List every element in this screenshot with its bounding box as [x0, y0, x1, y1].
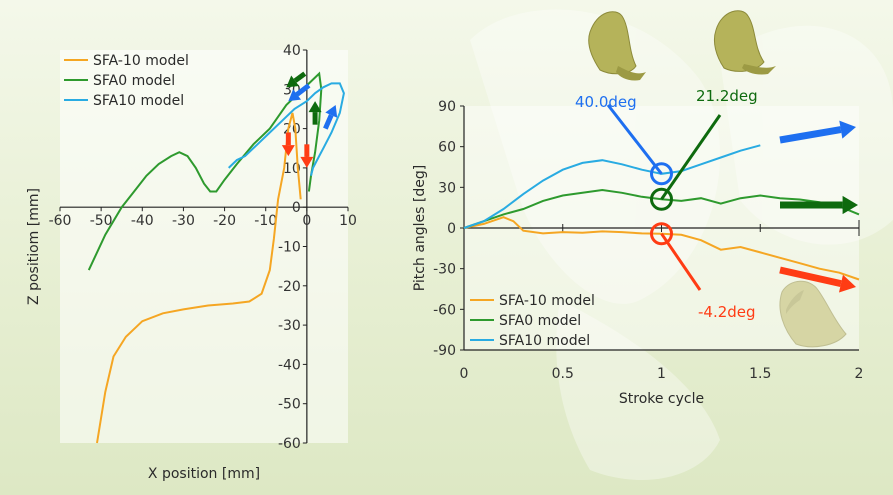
- x-tick-label: 2: [855, 366, 864, 382]
- x-axis-title: X position [mm]: [148, 466, 260, 482]
- y-tick-label: 90: [438, 99, 456, 115]
- annotation-label: 40.0deg: [575, 93, 637, 111]
- y-tick-label: -30: [278, 318, 301, 334]
- x-tick-label: 0.5: [552, 366, 574, 382]
- legend-label: SFA10 model: [499, 333, 590, 349]
- y-tick-label: 10: [283, 161, 301, 177]
- arrow-shaft: [779, 126, 842, 144]
- annotation-leader: [660, 114, 722, 201]
- wing-icon-1: [588, 11, 646, 81]
- arrow-head: [308, 101, 322, 113]
- y-tick-label: -90: [433, 343, 456, 359]
- x-tick-label: -30: [172, 213, 195, 229]
- x-tick-label: -40: [131, 213, 154, 229]
- series-line: [87, 71, 323, 271]
- legend: SFA-10 model SFA0 model SFA10 model: [64, 53, 189, 109]
- y-tick-label: 0: [447, 221, 456, 237]
- x-tick-label: -20: [213, 213, 236, 229]
- direction-arrow: [288, 83, 311, 102]
- series-line: [96, 112, 302, 444]
- annotation-label: -4.2deg: [698, 303, 756, 321]
- series-line: [463, 144, 761, 229]
- wing-icon-2: [713, 10, 776, 75]
- annotation-leader: [606, 104, 663, 175]
- y-tick-label: 30: [438, 180, 456, 196]
- series-line: [228, 82, 345, 177]
- y-tick-label: -60: [433, 302, 456, 318]
- arrow-head: [839, 120, 856, 139]
- arrow-shaft: [323, 114, 334, 130]
- series-line: [463, 188, 860, 229]
- y-tick-label: 0: [292, 200, 301, 216]
- trend-arrow-blue: [779, 120, 856, 144]
- x-axis-title: Stroke cycle: [619, 391, 704, 407]
- x-tick-label: -60: [49, 213, 72, 229]
- y-tick-label: -30: [433, 262, 456, 278]
- x-tick-label: 0: [302, 213, 311, 229]
- direction-arrow: [286, 71, 307, 88]
- y-axis-title: Z positiom [mm]: [26, 188, 42, 305]
- annotation-circle: [650, 222, 673, 246]
- annotation: 40.0deg: [575, 93, 673, 186]
- x-tick-label: 1.5: [749, 366, 771, 382]
- arrow-head: [288, 89, 302, 102]
- trend-arrow-red: [779, 266, 856, 293]
- arrow-head: [300, 156, 314, 168]
- direction-arrow: [300, 144, 314, 168]
- legend-label: SFA0 model: [499, 313, 581, 329]
- arrow-head: [325, 105, 338, 118]
- legend-label: SFA-10 model: [93, 53, 189, 69]
- legend: SFA-10 model SFA0 model SFA10 model: [470, 293, 595, 349]
- y-tick-label: 40: [283, 43, 301, 59]
- legend-label: SFA10 model: [93, 93, 184, 109]
- wing-icon-3: [779, 280, 847, 348]
- annotation-circle: [650, 162, 673, 186]
- direction-arrow: [281, 132, 295, 157]
- legend-label: SFA-10 model: [499, 293, 595, 309]
- arrow-head: [281, 145, 295, 157]
- background-watermark: [470, 9, 893, 480]
- annotation-label: 21.2deg: [696, 87, 758, 105]
- arrow-head: [842, 195, 858, 215]
- arrow-shaft: [295, 83, 311, 97]
- trajectory-chart: -60 -50 -40 -30 -20 -10 0 10-60-50-40-30-20-100…: [26, 43, 357, 482]
- y-tick-label: -20: [278, 279, 301, 295]
- y-tick-label: -40: [278, 357, 301, 373]
- trend-arrow-green: [780, 195, 858, 215]
- x-tick-label: -50: [90, 213, 113, 229]
- x-tick-label: 10: [339, 213, 357, 229]
- y-tick-label: -50: [278, 397, 301, 413]
- arrow-head: [838, 274, 856, 293]
- legend-label: SFA0 model: [93, 73, 175, 89]
- arrow-shaft: [293, 71, 307, 83]
- direction-arrow: [308, 101, 322, 125]
- y-tick-label: 60: [438, 140, 456, 156]
- x-tick-label: 1: [657, 366, 666, 382]
- x-tick-label: 0: [460, 366, 469, 382]
- annotation-circle: [650, 187, 673, 211]
- y-tick-label: -60: [278, 436, 301, 452]
- y-tick-label: -10: [278, 240, 301, 256]
- annotation: 21.2deg: [650, 87, 758, 211]
- y-axis-title: Pitch angles [deg]: [412, 165, 428, 291]
- annotation: -4.2deg: [650, 222, 756, 321]
- arrow-shaft: [779, 266, 842, 288]
- x-tick-label: -10: [254, 213, 277, 229]
- direction-arrow: [323, 105, 338, 130]
- y-tick-label: 20: [283, 122, 301, 138]
- arrow-head: [286, 75, 299, 88]
- pitch-angle-chart: -90 -60 -30 0 30 60 90 0 0.5 1 1.5 2 40.0deg 21.2deg -…: [412, 87, 863, 407]
